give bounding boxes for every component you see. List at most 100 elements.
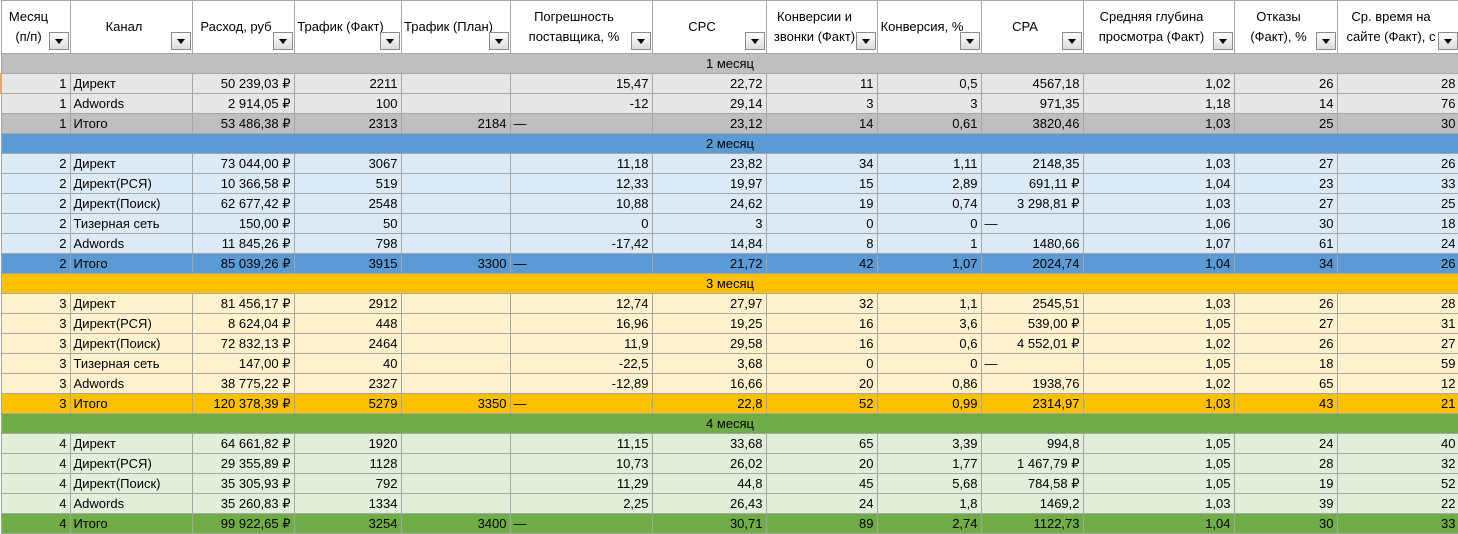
table-cell[interactable]: 3 (876, 93, 982, 114)
table-cell[interactable]: 5279 (293, 393, 402, 414)
table-cell[interactable] (400, 313, 511, 334)
table-cell[interactable]: 0 (509, 213, 653, 234)
table-cell[interactable] (400, 93, 511, 114)
table-cell[interactable]: 1,05 (1082, 433, 1235, 454)
table-cell[interactable]: 3 (765, 93, 878, 114)
table-cell[interactable]: 1128 (293, 453, 402, 474)
table-cell[interactable]: 18 (1336, 213, 1458, 234)
table-cell[interactable]: 28 (1336, 293, 1458, 314)
table-cell[interactable]: 16,66 (651, 373, 767, 394)
table-cell[interactable]: 0 (876, 353, 982, 374)
table-cell[interactable]: 50 (293, 213, 402, 234)
table-cell[interactable]: — (509, 513, 653, 534)
table-cell[interactable]: 16 (765, 333, 878, 354)
table-cell[interactable]: 30 (1233, 513, 1338, 534)
table-cell[interactable]: 3,68 (651, 353, 767, 374)
table-cell[interactable]: 2548 (293, 193, 402, 214)
table-cell[interactable]: 26 (1233, 333, 1338, 354)
table-cell[interactable]: 3 (0, 293, 71, 314)
table-cell[interactable]: 1,04 (1082, 173, 1235, 194)
table-cell[interactable]: 72 832,13 ₽ (191, 333, 295, 354)
table-cell[interactable]: 65 (1233, 373, 1338, 394)
table-cell[interactable]: 1,03 (1082, 293, 1235, 314)
table-cell[interactable]: 23 (1233, 173, 1338, 194)
table-cell[interactable]: 22,8 (651, 393, 767, 414)
table-cell[interactable]: 27 (1233, 153, 1338, 174)
table-cell[interactable]: 11,29 (509, 473, 653, 494)
table-cell[interactable] (400, 353, 511, 374)
table-cell[interactable]: 0,99 (876, 393, 982, 414)
table-cell[interactable]: 3 298,81 ₽ (980, 193, 1084, 214)
table-cell[interactable]: 1,03 (1082, 153, 1235, 174)
table-cell[interactable]: Директ(РСЯ) (69, 453, 193, 474)
table-cell[interactable]: 26 (1336, 153, 1458, 174)
table-cell[interactable]: 4 (0, 513, 71, 534)
table-cell[interactable]: 23,12 (651, 113, 767, 134)
table-cell[interactable]: 22 (1336, 493, 1458, 514)
table-cell[interactable]: 2327 (293, 373, 402, 394)
table-cell[interactable]: 19,97 (651, 173, 767, 194)
table-cell[interactable] (400, 333, 511, 354)
table-cell[interactable]: 784,58 ₽ (980, 473, 1084, 494)
table-cell[interactable]: 4 (0, 493, 71, 514)
table-cell[interactable]: 27 (1233, 313, 1338, 334)
table-cell[interactable]: 1 (876, 233, 982, 254)
table-cell[interactable]: 0,6 (876, 333, 982, 354)
table-cell[interactable] (400, 373, 511, 394)
table-cell[interactable]: 12,74 (509, 293, 653, 314)
table-cell[interactable]: 0 (765, 213, 878, 234)
table-cell[interactable]: 150,00 ₽ (191, 213, 295, 234)
table-cell[interactable]: 3 (651, 213, 767, 234)
table-cell[interactable] (400, 493, 511, 514)
table-cell[interactable]: 30 (1336, 113, 1458, 134)
table-cell[interactable]: 4567,18 (980, 73, 1084, 94)
table-cell[interactable]: 1,1 (876, 293, 982, 314)
table-cell[interactable]: 539,00 ₽ (980, 313, 1084, 334)
table-cell[interactable]: -12,89 (509, 373, 653, 394)
table-cell[interactable]: 1,07 (876, 253, 982, 274)
table-cell[interactable]: 38 775,22 ₽ (191, 373, 295, 394)
table-cell[interactable]: 1,05 (1082, 353, 1235, 374)
table-cell[interactable]: 26 (1336, 253, 1458, 274)
table-cell[interactable]: 1122,73 (980, 513, 1084, 534)
table-cell[interactable]: 73 044,00 ₽ (191, 153, 295, 174)
table-cell[interactable]: 1,77 (876, 453, 982, 474)
table-cell[interactable]: 19 (1233, 473, 1338, 494)
table-cell[interactable]: Итого (69, 513, 193, 534)
table-cell[interactable]: 4 (0, 453, 71, 474)
table-cell[interactable]: 1 (0, 113, 71, 134)
table-cell[interactable]: 12 (1336, 373, 1458, 394)
table-cell[interactable]: 2 (0, 173, 71, 194)
table-cell[interactable]: 10,88 (509, 193, 653, 214)
month-title[interactable]: 1 месяц (0, 53, 1458, 74)
table-cell[interactable]: 147,00 ₽ (191, 353, 295, 374)
table-cell[interactable]: 61 (1233, 233, 1338, 254)
table-cell[interactable]: 1 (0, 93, 71, 114)
table-cell[interactable]: 1,03 (1082, 393, 1235, 414)
table-cell[interactable]: 11 (765, 73, 878, 94)
month-title[interactable]: 4 месяц (0, 413, 1458, 434)
table-cell[interactable]: 52 (765, 393, 878, 414)
table-cell[interactable]: — (509, 393, 653, 414)
table-cell[interactable]: 35 260,83 ₽ (191, 493, 295, 514)
filter-dropdown-icon[interactable] (272, 32, 293, 50)
table-cell[interactable]: 34 (1233, 253, 1338, 274)
table-cell[interactable]: 85 039,26 ₽ (191, 253, 295, 274)
table-cell[interactable]: 40 (293, 353, 402, 374)
table-cell[interactable]: 14 (1233, 93, 1338, 114)
table-cell[interactable]: — (509, 113, 653, 134)
table-cell[interactable]: — (980, 353, 1084, 374)
table-cell[interactable]: 11,18 (509, 153, 653, 174)
table-cell[interactable]: 1,07 (1082, 233, 1235, 254)
table-cell[interactable]: 29,58 (651, 333, 767, 354)
table-cell[interactable]: 28 (1336, 73, 1458, 94)
table-cell[interactable]: Adwords (69, 373, 193, 394)
table-cell[interactable]: Директ (69, 153, 193, 174)
table-cell[interactable]: — (980, 213, 1084, 234)
table-cell[interactable]: Директ(Поиск) (69, 193, 193, 214)
table-cell[interactable] (400, 473, 511, 494)
table-cell[interactable]: 43 (1233, 393, 1338, 414)
table-cell[interactable]: 2314,97 (980, 393, 1084, 414)
table-cell[interactable]: 0 (876, 213, 982, 234)
table-cell[interactable]: 3 (0, 373, 71, 394)
